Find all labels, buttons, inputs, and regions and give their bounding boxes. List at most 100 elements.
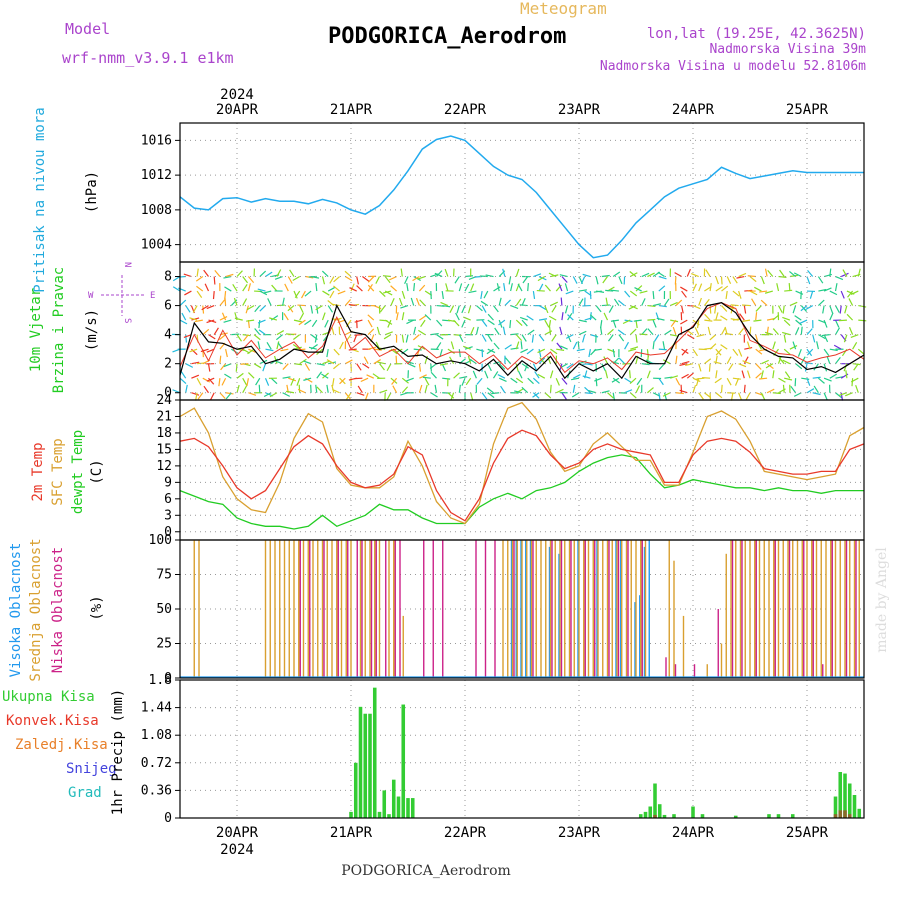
wind-barb [664, 298, 670, 306]
wind-barb [418, 329, 426, 336]
wind-barb [840, 272, 849, 278]
wind-barb [517, 283, 523, 292]
wind-barb [652, 290, 655, 300]
wind-barb [400, 268, 403, 277]
wind-barb [521, 363, 529, 369]
wind-barb [289, 269, 295, 277]
y-tick-label: 25 [156, 637, 172, 652]
wind-barb [422, 376, 431, 379]
wind-barb [833, 344, 842, 350]
wind-barb [663, 392, 668, 401]
wind-barb [549, 384, 552, 393]
wind-barb [210, 392, 215, 401]
wind-barb [458, 384, 461, 393]
precip-total-bar [377, 811, 382, 818]
wind-barb [316, 386, 323, 394]
wind-barb [398, 297, 403, 306]
wind-barb [521, 386, 529, 394]
y-tick-label: 1.44 [141, 701, 172, 716]
wind-barb [842, 269, 848, 277]
wind-barb [362, 276, 370, 282]
wind-barb [276, 269, 282, 277]
wind-barb [480, 290, 483, 300]
wind-barb [464, 275, 474, 278]
wind-barb [730, 304, 739, 307]
wind-barb [533, 273, 542, 278]
wind-barb [293, 319, 302, 323]
wind-barb [242, 276, 249, 284]
legend-snow: Snijeg [66, 761, 117, 777]
wind-barb [736, 275, 745, 279]
wind-barb [263, 290, 272, 294]
wind-barb [436, 319, 443, 327]
wind-barb [652, 319, 657, 328]
wind-barb [804, 362, 813, 365]
precip-total-bar [391, 779, 396, 818]
wind-barb [418, 384, 423, 393]
wind-barb [612, 349, 616, 358]
wind-barb [521, 334, 527, 342]
wind-barb [259, 305, 266, 312]
wind-barb [573, 374, 581, 379]
precip-panel: 0 0.36 0.72 1.08 1.44 1.8 [141, 673, 865, 826]
wind-barb [282, 297, 285, 306]
precip-unit: 1hr Precip (mm) [110, 689, 126, 815]
wind-barb [532, 363, 538, 372]
wind-barb [219, 299, 226, 306]
wind-barb [696, 334, 705, 338]
wind-barb [783, 334, 787, 343]
wind-barb [782, 316, 791, 321]
wind-barb [777, 305, 783, 313]
wind-barb [498, 377, 507, 383]
wind-barb [843, 363, 848, 372]
wind-barb [793, 272, 802, 278]
wind-barb [800, 326, 803, 335]
wind-barb [555, 377, 560, 386]
wind-barb [202, 377, 211, 383]
wind-barb [379, 305, 386, 313]
wind-barb [646, 370, 651, 379]
wind-barb [311, 319, 318, 328]
wind-barb [599, 326, 603, 335]
wind-barb [273, 355, 278, 364]
wind-barb [225, 273, 234, 278]
wind-barb [354, 319, 363, 323]
wind-barb [481, 305, 487, 313]
wind-barb [267, 298, 272, 306]
wind-barb [806, 388, 815, 394]
wind-barb [192, 305, 198, 313]
wind-barb [255, 377, 261, 386]
wind-barb [691, 272, 699, 278]
wind-barb [681, 305, 684, 314]
wind-barb [407, 363, 416, 368]
wind-barb [582, 375, 591, 379]
wind-barb [520, 341, 523, 350]
top-date-label: 21APR [330, 102, 373, 118]
wind-barb [629, 290, 638, 297]
wind-barb [784, 377, 793, 381]
wind-barb [344, 299, 352, 306]
wind-barb [396, 312, 399, 321]
wind-barb [818, 288, 827, 292]
wind-barb [595, 378, 598, 387]
wind-barb [384, 276, 391, 284]
wind-barb [548, 272, 557, 278]
wind-barb [734, 377, 740, 386]
wind-barb [172, 286, 181, 292]
wind-barb [806, 348, 814, 356]
wind-barb [344, 270, 352, 277]
wind-barb [555, 388, 564, 394]
wind-barb [493, 342, 500, 350]
wind-barb [430, 371, 437, 379]
wind-barb [436, 334, 444, 340]
wind-barb [179, 377, 187, 384]
wind-barb [287, 276, 293, 284]
wind-barb [782, 331, 791, 336]
sfc-temp-line [179, 401, 865, 525]
wind-barb [778, 377, 786, 383]
bottom-date-label: 20APR [216, 825, 259, 841]
footer-station: PODGORICA_Aerodrom [341, 863, 511, 879]
wind-barb [476, 377, 483, 385]
wind-barb [639, 290, 648, 294]
wind-barb [755, 305, 762, 312]
